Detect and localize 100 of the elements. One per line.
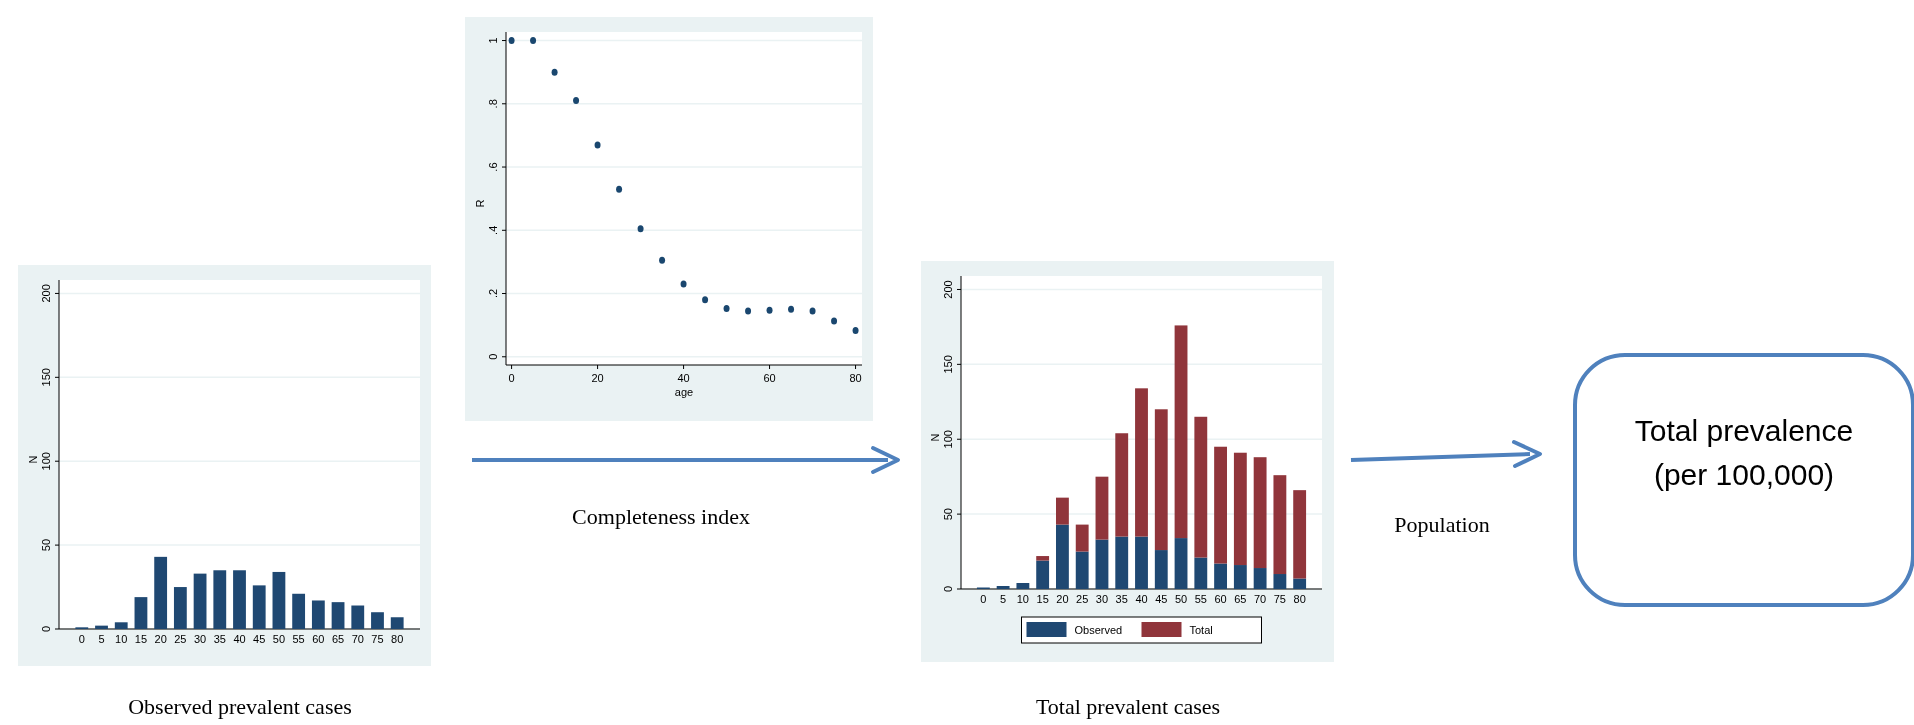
y-axis-title: N: [27, 455, 39, 464]
x-axis-title: age: [674, 386, 694, 398]
point: [809, 307, 816, 315]
x-tick-label: 70: [1253, 593, 1267, 605]
x-tick-label: 0: [78, 633, 85, 645]
point: [637, 225, 644, 233]
bar: [1095, 476, 1109, 540]
bar: [95, 625, 108, 629]
y-tick-label: .6: [487, 162, 499, 172]
point: [680, 280, 687, 288]
point: [551, 68, 558, 76]
bar: [1253, 457, 1267, 569]
bar: [1174, 538, 1188, 589]
x-tick-label: 75: [1273, 593, 1287, 605]
bar: [1293, 578, 1307, 589]
legend-label: Observed: [1074, 624, 1123, 636]
x-tick-label: 0: [508, 372, 515, 384]
x-tick-label: 10: [1016, 593, 1030, 605]
x-tick-label: 65: [1234, 593, 1247, 605]
x-tick-label: 80: [849, 372, 862, 384]
x-tick-label: 55: [1194, 593, 1207, 605]
y-tick-label: 50: [942, 507, 954, 521]
legend-label: Total: [1189, 624, 1213, 636]
x-tick-label: 40: [233, 633, 246, 645]
bar: [173, 587, 187, 629]
bar: [252, 585, 266, 629]
x-tick-label: 15: [134, 633, 148, 645]
text: Completeness index: [572, 504, 750, 529]
bar: [1154, 550, 1168, 589]
x-tick-label: 10: [115, 633, 128, 645]
bar: [1075, 524, 1089, 552]
x-tick-label: 70: [351, 633, 364, 645]
bar: [1036, 560, 1050, 589]
bar: [292, 593, 306, 629]
x-tick-label: 20: [154, 633, 167, 645]
y-tick-label: 200: [942, 280, 954, 299]
bar: [1214, 446, 1227, 564]
bar: [1273, 574, 1287, 589]
bar: [1016, 583, 1030, 589]
x-tick-label: 80: [1293, 593, 1306, 605]
bar: [351, 605, 365, 629]
text: Total prevalent cases: [1035, 694, 1221, 719]
bar: [331, 602, 345, 629]
bar: [1095, 539, 1109, 589]
point: [594, 141, 601, 149]
y-tick-label: 50: [40, 538, 52, 552]
x-tick-label: 30: [193, 633, 207, 645]
bar: [154, 556, 168, 629]
x-tick-label: 40: [1135, 593, 1148, 605]
bar: [1214, 563, 1227, 589]
point: [508, 37, 515, 45]
bar: [1115, 536, 1129, 589]
x-tick-label: 35: [213, 633, 226, 645]
point: [745, 307, 752, 315]
x-tick-label: 60: [1214, 593, 1227, 605]
bar: [390, 617, 404, 629]
bar: [213, 570, 227, 629]
y-axis-title: R: [474, 199, 486, 208]
text: Population: [1394, 512, 1490, 537]
bar: [1194, 416, 1208, 558]
point: [831, 317, 838, 325]
text: Observed prevalent cases: [128, 694, 352, 719]
bar: [1075, 551, 1089, 589]
bar: [1154, 409, 1168, 551]
bar: [1036, 556, 1050, 561]
point: [659, 256, 666, 264]
point: [766, 306, 773, 314]
bar: [233, 570, 246, 629]
bar: [1273, 475, 1287, 575]
bar: [1115, 433, 1129, 537]
x-tick-label: 35: [1115, 593, 1128, 605]
x-tick-label: 65: [331, 633, 345, 645]
x-tick-label: 50: [1174, 593, 1188, 605]
x-tick-label: 60: [312, 633, 325, 645]
bar: [1293, 490, 1307, 579]
y-tick-label: .4: [487, 225, 499, 235]
x-tick-label: 30: [1095, 593, 1109, 605]
x-tick-label: 60: [763, 372, 776, 384]
bar: [1233, 565, 1247, 589]
y-tick-label: 100: [942, 430, 954, 449]
x-tick-label: 45: [253, 633, 266, 645]
bar: [1233, 452, 1247, 566]
x-tick-label: 45: [1155, 593, 1168, 605]
bar: [193, 573, 207, 629]
y-tick-label: 0: [942, 585, 954, 593]
y-tick-label: 0: [40, 625, 52, 633]
x-tick-label: 50: [272, 633, 286, 645]
point: [702, 296, 709, 304]
bar: [371, 612, 384, 629]
bar: [1135, 388, 1148, 537]
bar: [1056, 524, 1069, 589]
bar: [1194, 557, 1208, 589]
bar: [1135, 536, 1148, 589]
x-tick-label: 20: [1056, 593, 1069, 605]
point: [723, 304, 730, 312]
point: [573, 97, 580, 105]
x-tick-label: 0: [980, 593, 987, 605]
x-tick-label: 25: [1076, 593, 1089, 605]
x-tick-label: 55: [292, 633, 305, 645]
bar: [272, 571, 286, 629]
